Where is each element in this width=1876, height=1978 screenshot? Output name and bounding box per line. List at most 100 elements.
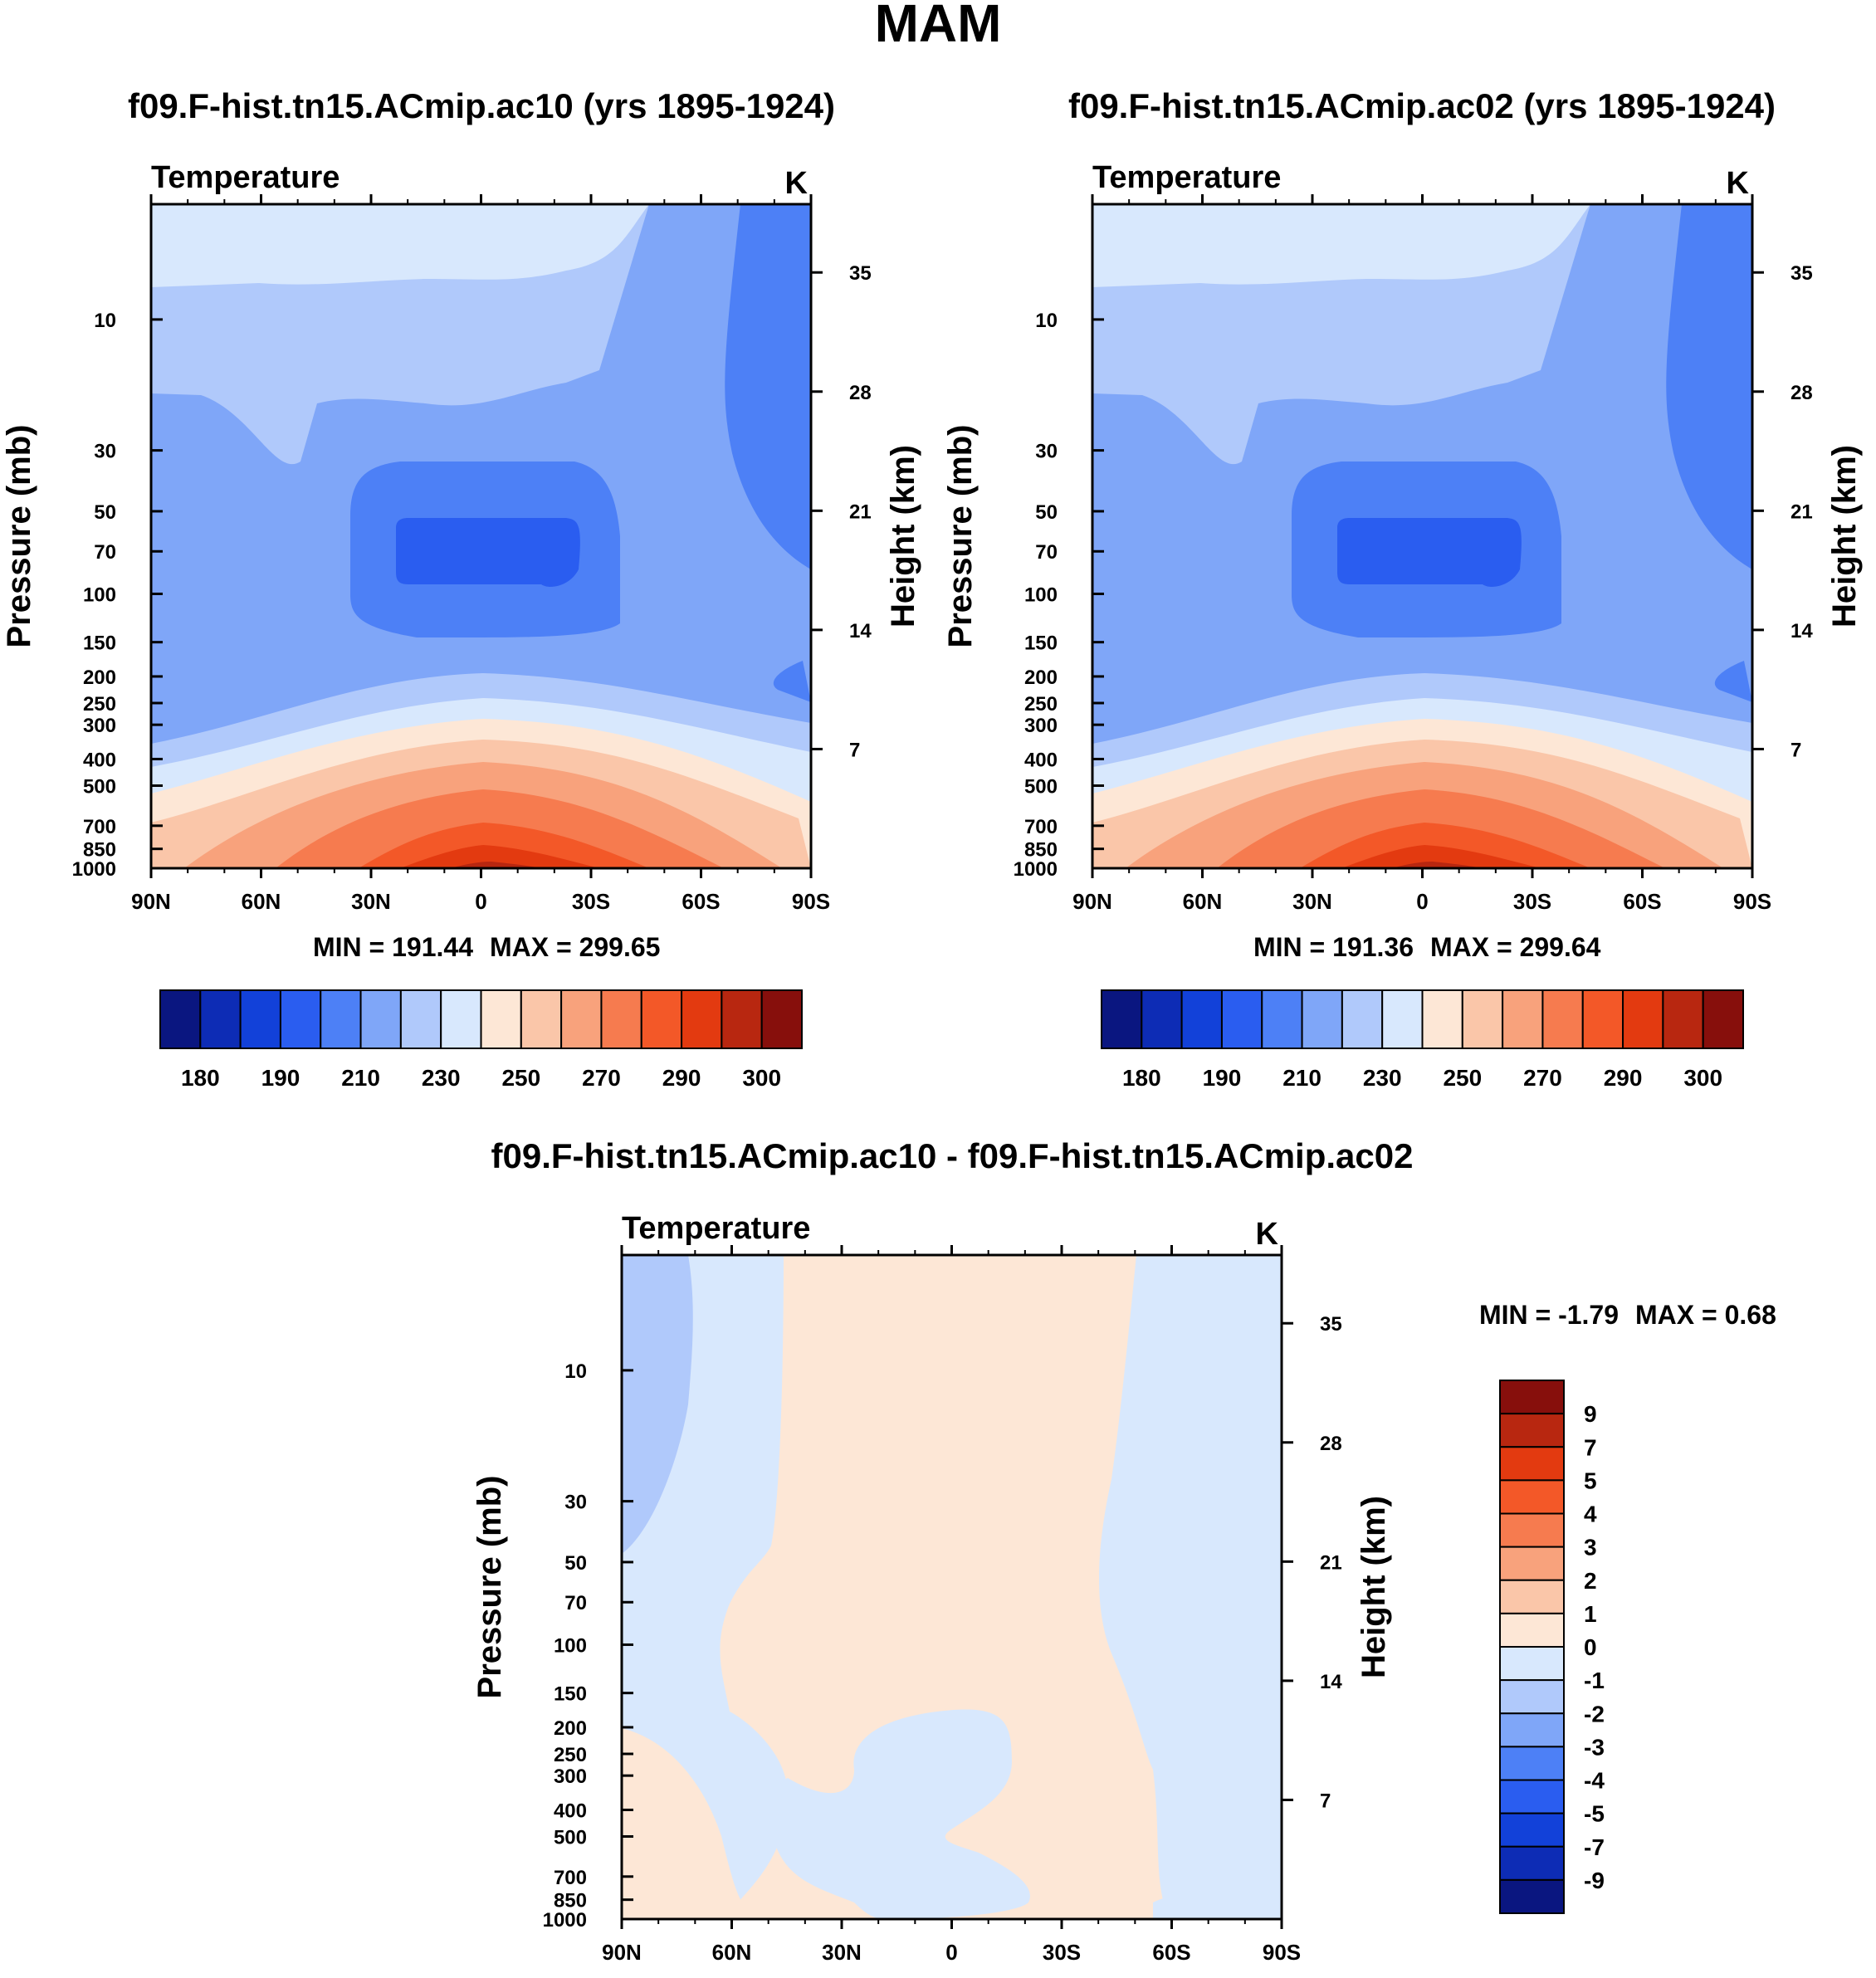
panel_ac02-colorbar-box [1622,989,1664,1049]
panel_ac10-colorbar-box [279,989,322,1049]
panel_ac02-colorbar-box [1101,989,1143,1049]
panel_diff-region-cool-pocket [768,1709,1030,1919]
panel_ac10-xtick-label: 60S [682,889,720,914]
panel_diff-ytick-label: 250 [554,1744,587,1766]
panel_diff-colorbar-label: 1 [1584,1601,1597,1627]
panel_ac02-ytick-label: 10 [1035,310,1058,332]
panel_diff-colorbar-box [1499,1413,1565,1448]
panel_ac10-colorbar-box [239,989,281,1049]
panel_diff-colorbar-label: 5 [1584,1468,1597,1493]
panel_diff-xtick-label: 30S [1043,1940,1081,1965]
panel_ac02-ytick-label: 30 [1035,441,1058,463]
panel_ac02-ytick-label: 50 [1035,501,1058,524]
panel_ac02-colorbar-label: 290 [1604,1065,1643,1091]
panel_ac10-colorbar-label: 290 [662,1065,701,1091]
panel_ac10-colorbar-label: 230 [422,1065,461,1091]
panel_diff-colorbar-box [1499,1546,1565,1581]
panel_ac02-ytick-label: 150 [1024,632,1058,655]
panel_ac02-title: f09.F-hist.tn15.ACmip.ac02 (yrs 1895-192… [1068,86,1776,125]
panel_diff-ytick-label: 500 [554,1826,587,1849]
panel_ac02-xtick-label: 0 [1416,889,1428,914]
figure-title: MAM [875,0,1002,53]
panel_ac10-colorbar-box [760,989,803,1049]
panel_diff-colorbar-box [1499,1380,1565,1415]
panel_diff-xtick-label: 90N [602,1940,642,1965]
panel_ac02-units-label: K [1727,166,1750,201]
panel_diff-colorbar-box [1499,1446,1565,1482]
panel_ac02-colorbar: 180 190 210 230 250 270 290 300 [1101,989,1744,1091]
panel_diff-region-cold [622,1255,693,1554]
panel_diff-ytick-label: 50 [564,1552,587,1575]
panel_ac10-xtick-label: 90N [131,889,171,914]
panel_ac02-colorbar-box [1180,989,1223,1049]
panel_ac10-colorbar-label: 190 [261,1065,300,1091]
panel_diff-xtick-label: 60S [1152,1940,1190,1965]
panel_diff-ytick-label: 30 [564,1492,587,1514]
panel_ac02-plot: 90N 60N 30N 0 30S 60S 90S103050701001502002503… [942,160,1863,914]
panel_ac10-y2tick-label: 21 [849,501,872,523]
panel_diff-y2tick-label: 28 [1320,1433,1342,1455]
panel_ac10-colorbar-box [159,989,202,1049]
panel_diff-min-value: MIN = -1.79 [1479,1300,1619,1330]
panel_ac10-plot: 90N 60N 30N 0 30S 60S 90S103050701001502002503… [1,160,921,914]
panel_ac10-xtick-label: 60N [242,889,281,914]
panel_ac02-colorbar-label: 190 [1203,1065,1242,1091]
panel_ac10-colorbar-box [600,989,642,1049]
panel_ac02-colorbar-label: 270 [1523,1065,1562,1091]
panel_diff-colorbar-label: 3 [1584,1535,1597,1560]
panel_diff-ytick-label: 70 [564,1592,587,1614]
panel_diff-xtick-label: 0 [945,1940,957,1965]
panel_diff-difference-contours [622,1255,1282,1919]
panel_diff-field-label: Temperature [622,1211,810,1246]
panel_diff-ytick-label: 1000 [543,1909,587,1932]
panel_diff-colorbar-box [1499,1679,1565,1715]
panel_diff-colorbar-box [1499,1878,1565,1914]
panel_ac10-ytick-label: 300 [83,715,116,737]
panel_ac02-colorbar-box [1421,989,1463,1049]
panel_ac02-y2tick-label: 21 [1791,501,1813,523]
panel_ac10-ytick-label: 100 [83,584,116,606]
panel_diff-colorbar: 9 7 5 4 3 2 1 0 -1 -2 -3 -4 -5 -7 -9 [1499,1380,1605,1914]
panel_ac02-y2tick-label: 28 [1791,382,1813,404]
panel_diff-colorbar-label: 9 [1584,1401,1597,1427]
panel_diff-ytick-label: 200 [554,1717,587,1740]
panel_diff-y2tick-label: 14 [1320,1671,1342,1693]
panel_diff-region-warm-core [720,1255,1170,1919]
panel_diff-colorbar-label: -3 [1584,1734,1605,1760]
panel_ac02-y2tick-label: 14 [1791,620,1813,642]
panel_ac02-y2label: Height (km) [1826,445,1863,628]
panel_ac10-field-label: Temperature [151,160,340,195]
panel_diff-xtick-label: 30N [822,1940,862,1965]
panel_diff-ylabel: Pressure (mb) [471,1476,508,1699]
panel_diff-colorbar-label: -9 [1584,1868,1605,1893]
panel_ac02-ytick-label: 400 [1024,749,1058,771]
panel_diff-ytick-label: 10 [564,1360,587,1383]
panel_ac10-colorbar-label: 210 [341,1065,380,1091]
panel_ac02-y2tick-label: 7 [1791,739,1801,761]
panel_diff-title: f09.F-hist.tn15.ACmip.ac10 - f09.F-hist.… [491,1136,1414,1175]
panel_ac02-colorbar-box [1702,989,1744,1049]
panel_ac10-ytick-label: 850 [83,839,116,862]
panel_ac02-colorbar-box [1381,989,1424,1049]
panel_ac10-temperature-contours [151,204,811,868]
panel_ac10-colorbar-box [359,989,402,1049]
panel_ac02-ytick-label: 850 [1024,839,1058,862]
panel_ac10-min-value: MIN = 191.44 [313,932,473,962]
panel_ac02-colorbar-box [1502,989,1544,1049]
panel_diff-colorbar-box [1499,1779,1565,1814]
panel_ac10-colorbar-box [681,989,723,1049]
panel_ac02-ytick-label: 100 [1024,584,1058,606]
panel_ac02-ytick-label: 200 [1024,667,1058,689]
panel_diff-xtick-label: 60N [712,1940,752,1965]
panel_ac02-colorbar-box [1541,989,1584,1049]
panel_ac02-ytick-label: 1000 [1014,858,1058,881]
panel_ac02-colorbar-box [1220,989,1263,1049]
panel_diff-ytick-label: 150 [554,1683,587,1706]
panel_ac10-ytick-label: 30 [94,441,116,463]
panel_ac10-ytick-label: 250 [83,693,116,715]
panel_ac10-colorbar-label: 250 [501,1065,540,1091]
panel_diff-colorbar-label: -1 [1584,1668,1605,1693]
panel_ac02-ytick-label: 700 [1024,816,1058,838]
panel_ac02-colorbar-box [1261,989,1303,1049]
